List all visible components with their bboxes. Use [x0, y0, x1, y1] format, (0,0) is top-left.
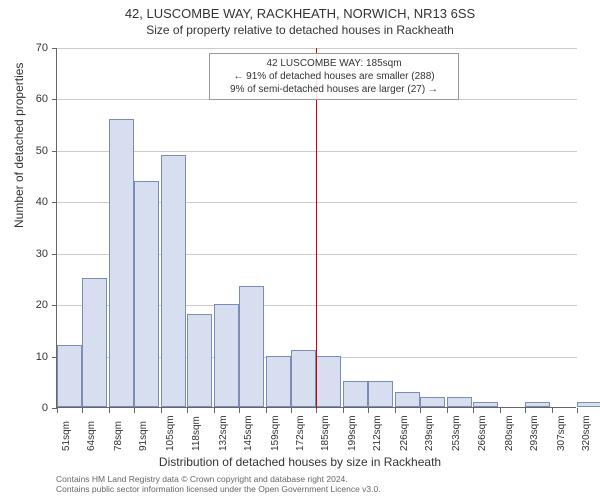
bar [343, 381, 368, 407]
xtick-label: 105sqm [165, 415, 176, 451]
xtick-label: 226sqm [399, 415, 410, 451]
ytick-label: 10 [18, 351, 48, 363]
footnote: Contains HM Land Registry data © Crown c… [56, 474, 381, 494]
xtick-label: 78sqm [113, 421, 124, 451]
bar [291, 350, 316, 407]
ytick-label: 30 [18, 248, 48, 260]
info-line1: 42 LUSCOMBE WAY: 185sqm [216, 57, 452, 70]
bar [214, 304, 239, 407]
xtick-label: 145sqm [243, 415, 254, 451]
ytick-label: 20 [18, 299, 48, 311]
info-line3: 9% of semi-detached houses are larger (2… [216, 83, 452, 96]
info-line2: ← 91% of detached houses are smaller (28… [216, 70, 452, 83]
bar [577, 402, 600, 407]
chart-title-main: 42, LUSCOMBE WAY, RACKHEATH, NORWICH, NR… [0, 0, 600, 21]
marker-line [316, 48, 317, 408]
bar [447, 397, 472, 407]
footnote-line1: Contains HM Land Registry data © Crown c… [56, 474, 381, 484]
xtick-label: 51sqm [61, 421, 72, 451]
xtick-label: 320sqm [581, 415, 592, 451]
bar [82, 278, 107, 407]
bar [368, 381, 393, 407]
xtick-label: 199sqm [347, 415, 358, 451]
xtick-label: 266sqm [477, 415, 488, 451]
xtick-label: 185sqm [320, 415, 331, 451]
footnote-line2: Contains public sector information licen… [56, 484, 381, 494]
xtick-label: 212sqm [372, 415, 383, 451]
xtick-label: 159sqm [270, 415, 281, 451]
ytick-label: 70 [18, 42, 48, 54]
xtick-label: 132sqm [218, 415, 229, 451]
chart-title-sub: Size of property relative to detached ho… [0, 21, 600, 37]
bar [473, 402, 498, 407]
bar [420, 397, 445, 407]
xtick-label: 64sqm [86, 421, 97, 451]
bar [57, 345, 82, 407]
chart-plot: 01020304050607051sqm64sqm78sqm91sqm105sq… [56, 48, 576, 408]
xtick-label: 307sqm [556, 415, 567, 451]
bar [161, 155, 186, 407]
ytick-label: 50 [18, 145, 48, 157]
ytick-label: 0 [18, 402, 48, 414]
bar [395, 392, 420, 407]
bar [187, 314, 212, 407]
ytick-label: 60 [18, 93, 48, 105]
xtick-label: 118sqm [191, 416, 202, 451]
xtick-label: 239sqm [424, 415, 435, 451]
bar [525, 402, 550, 407]
info-box: 42 LUSCOMBE WAY: 185sqm← 91% of detached… [209, 53, 459, 100]
bar [266, 356, 291, 407]
bar [109, 119, 134, 407]
x-axis-label: Distribution of detached houses by size … [0, 455, 600, 469]
bar [134, 181, 159, 407]
plot-area: 01020304050607051sqm64sqm78sqm91sqm105sq… [56, 48, 576, 408]
bar [316, 356, 341, 407]
xtick-label: 91sqm [138, 421, 149, 451]
xtick-label: 172sqm [295, 415, 306, 451]
ytick-label: 40 [18, 196, 48, 208]
xtick-label: 253sqm [451, 415, 462, 451]
bar [239, 286, 264, 407]
xtick-label: 280sqm [504, 415, 515, 451]
xtick-label: 293sqm [529, 415, 540, 451]
